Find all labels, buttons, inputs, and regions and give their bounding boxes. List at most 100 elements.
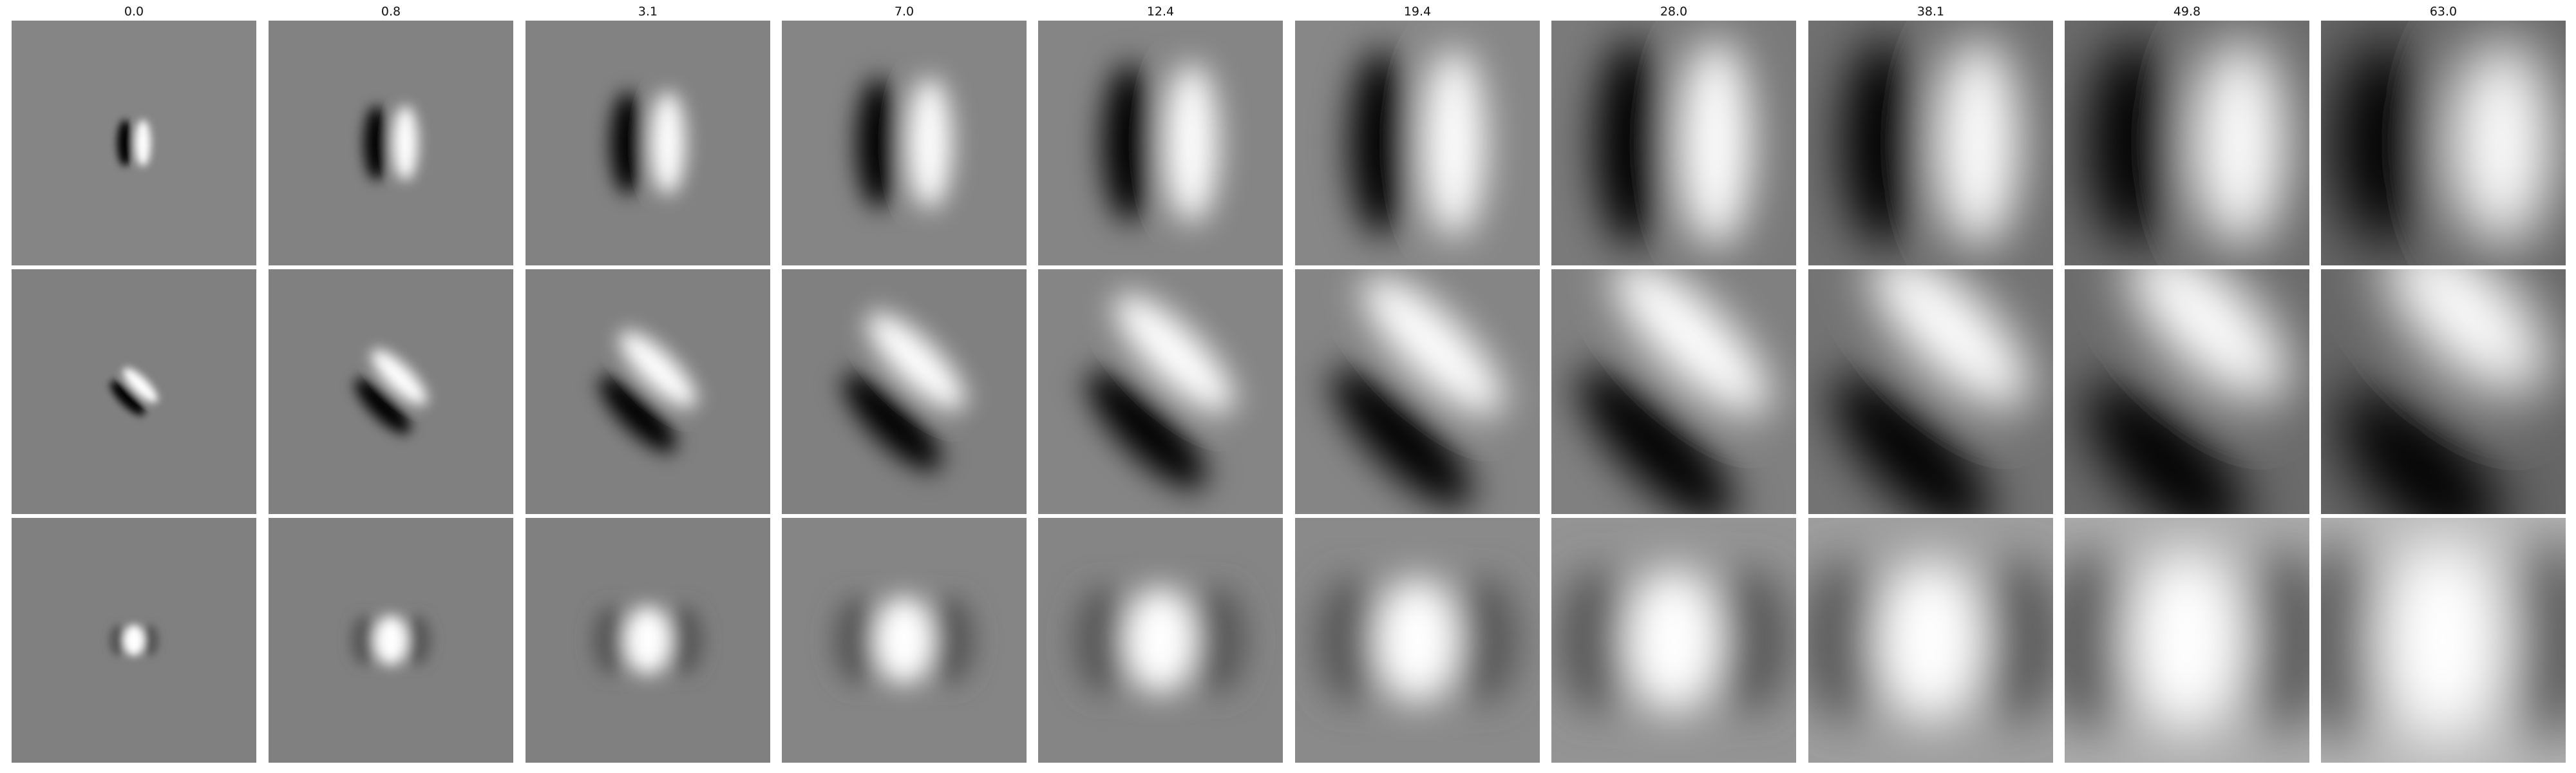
image-panel xyxy=(2321,21,2566,265)
image-panel xyxy=(269,518,513,763)
image-panel xyxy=(1295,518,1540,763)
filter-image xyxy=(782,21,1027,265)
light-lobe xyxy=(1115,294,1234,414)
dark-lobe xyxy=(1578,367,1734,514)
light-lobe xyxy=(371,349,428,405)
filter-image xyxy=(1551,269,1796,514)
image-panel xyxy=(1038,518,1283,763)
panel-background xyxy=(269,21,513,265)
bright-core xyxy=(124,625,144,656)
panel-background xyxy=(269,269,513,514)
column-title: 7.0 xyxy=(894,5,914,19)
filter-image xyxy=(1808,269,2053,514)
filter-image xyxy=(1038,518,1283,763)
side-lobe xyxy=(1316,577,1383,703)
dark-lobe xyxy=(611,91,645,195)
column-title: 49.8 xyxy=(2173,5,2201,19)
side-lobe xyxy=(109,625,126,656)
dark-lobe xyxy=(1595,39,1668,247)
dark-lobe xyxy=(1103,63,1157,223)
filter-image xyxy=(12,269,256,514)
panel-background xyxy=(12,21,256,265)
image-panel xyxy=(1808,269,2053,514)
light-lobe xyxy=(650,91,685,195)
dark-lobe xyxy=(1832,374,1991,514)
column-title: 19.4 xyxy=(1403,5,1432,19)
image-panel xyxy=(526,21,770,265)
light-lobe xyxy=(393,106,418,180)
dark-lobe xyxy=(2085,381,2246,514)
image-panel xyxy=(1551,518,1796,763)
filter-image xyxy=(12,518,256,763)
light-lobe xyxy=(620,330,697,408)
side-lobe xyxy=(404,615,431,665)
filter-image xyxy=(1551,21,1796,265)
side-lobe xyxy=(2065,549,2137,732)
dark-lobe xyxy=(117,120,133,166)
light-lobe xyxy=(1937,39,2020,247)
filter-image xyxy=(526,269,770,514)
panel-background xyxy=(782,269,1027,514)
dark-lobe xyxy=(599,375,676,453)
image-panel xyxy=(1808,518,2053,763)
panel-background xyxy=(1551,21,1796,265)
panel-background xyxy=(782,21,1027,265)
filter-image xyxy=(1038,269,1283,514)
light-lobe xyxy=(1363,275,1504,416)
bright-core xyxy=(1124,587,1197,694)
light-lobe xyxy=(135,120,151,166)
side-lobe xyxy=(2498,540,2566,741)
filter-image xyxy=(782,518,1027,763)
light-lobe xyxy=(2384,269,2549,396)
dark-lobe xyxy=(843,372,942,471)
side-lobe xyxy=(1557,568,1634,712)
dark-lobe xyxy=(2338,387,2503,514)
filter-image xyxy=(2321,269,2566,514)
filter-image xyxy=(269,269,513,514)
column-title: 38.1 xyxy=(1917,5,1945,19)
bright-core xyxy=(2126,549,2248,732)
bright-core xyxy=(1876,558,1985,722)
bright-core xyxy=(875,596,934,684)
side-lobe xyxy=(2237,549,2309,732)
side-lobe xyxy=(928,596,975,684)
light-lobe xyxy=(1871,269,2030,409)
dark-lobe xyxy=(1087,370,1206,490)
image-panel xyxy=(1551,21,1796,265)
side-lobe xyxy=(1713,568,1791,712)
panel-background xyxy=(1295,21,1540,265)
image-panel xyxy=(782,518,1027,763)
column-title: 63.0 xyxy=(2429,5,2458,19)
dark-lobe xyxy=(354,378,411,434)
bright-core xyxy=(1376,577,1459,703)
image-panel xyxy=(1038,269,1283,514)
filter-image xyxy=(12,21,256,265)
panel-background xyxy=(12,269,256,514)
filter-image xyxy=(1295,269,1540,514)
column-title: 28.0 xyxy=(1660,5,1688,19)
filter-image xyxy=(1038,21,1283,265)
filter-image xyxy=(782,269,1027,514)
image-panel xyxy=(1038,21,1283,265)
bright-core xyxy=(625,606,671,675)
side-lobe xyxy=(667,606,704,675)
light-lobe xyxy=(2128,269,2289,403)
dark-lobe xyxy=(1331,367,1472,508)
dark-lobe xyxy=(2088,39,2180,247)
image-panel xyxy=(12,21,256,265)
filter-image xyxy=(269,518,513,763)
light-lobe xyxy=(1680,39,1752,247)
side-lobe xyxy=(592,606,629,675)
filter-image xyxy=(1808,21,2053,265)
light-lobe xyxy=(907,77,952,209)
image-panel xyxy=(1551,269,1796,514)
image-panel xyxy=(2321,269,2566,514)
bright-core xyxy=(1625,568,1722,712)
dark-lobe xyxy=(364,106,389,180)
panel-background xyxy=(1038,21,1283,265)
bright-core xyxy=(2376,540,2510,741)
filter-image xyxy=(526,21,770,265)
light-lobe xyxy=(1613,269,1770,416)
panel-background xyxy=(1038,269,1283,514)
image-panel xyxy=(1295,21,1540,265)
